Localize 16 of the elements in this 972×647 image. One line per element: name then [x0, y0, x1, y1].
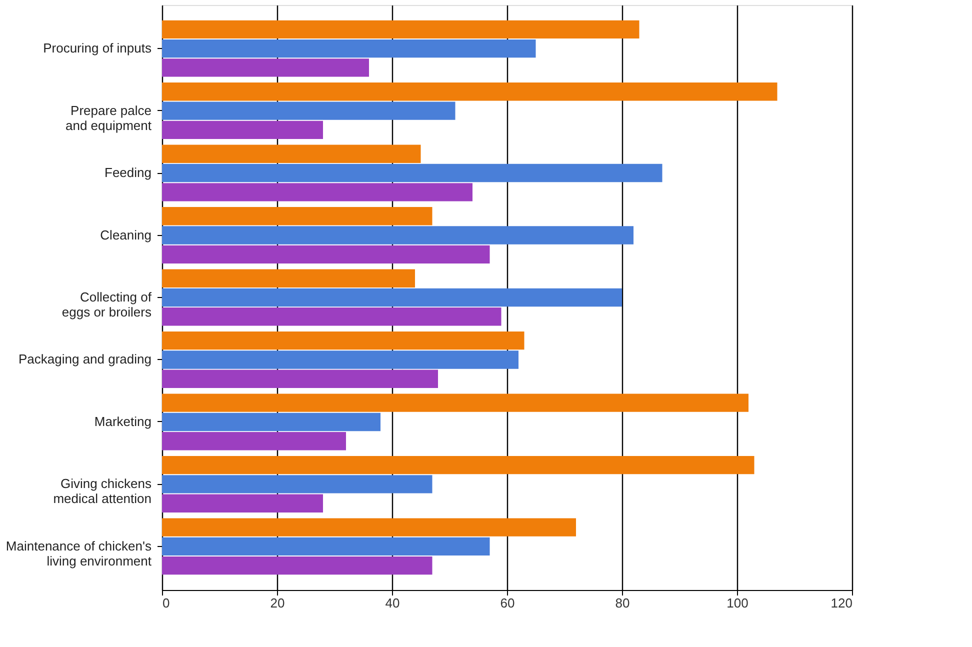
y-tick-label: Feeding: [104, 165, 152, 180]
y-tick-label: Procuring of inputs: [43, 40, 152, 56]
x-tick-label: 0: [162, 596, 170, 610]
x-tick-label: 80: [615, 596, 630, 610]
y-tick-label: Packaging and grading: [18, 352, 152, 367]
y-tick-label: Cleaning: [100, 227, 152, 242]
x-tick-label: 100: [726, 596, 748, 610]
y-tick-label: Marketing: [94, 414, 152, 429]
y-tick-label: Giving chickens medical attention: [53, 476, 152, 506]
x-tick-label: 60: [500, 596, 515, 610]
x-tick-label: 120: [830, 596, 852, 610]
y-tick-label: Maintenance of chicken's living environment: [6, 538, 152, 568]
x-tick-label: 40: [385, 596, 400, 610]
y-tick-label: Prepare palce and equipment: [65, 102, 152, 133]
y-tick-label: Collecting of eggs or broilers: [62, 290, 152, 320]
x-tick-label: 20: [270, 596, 285, 610]
